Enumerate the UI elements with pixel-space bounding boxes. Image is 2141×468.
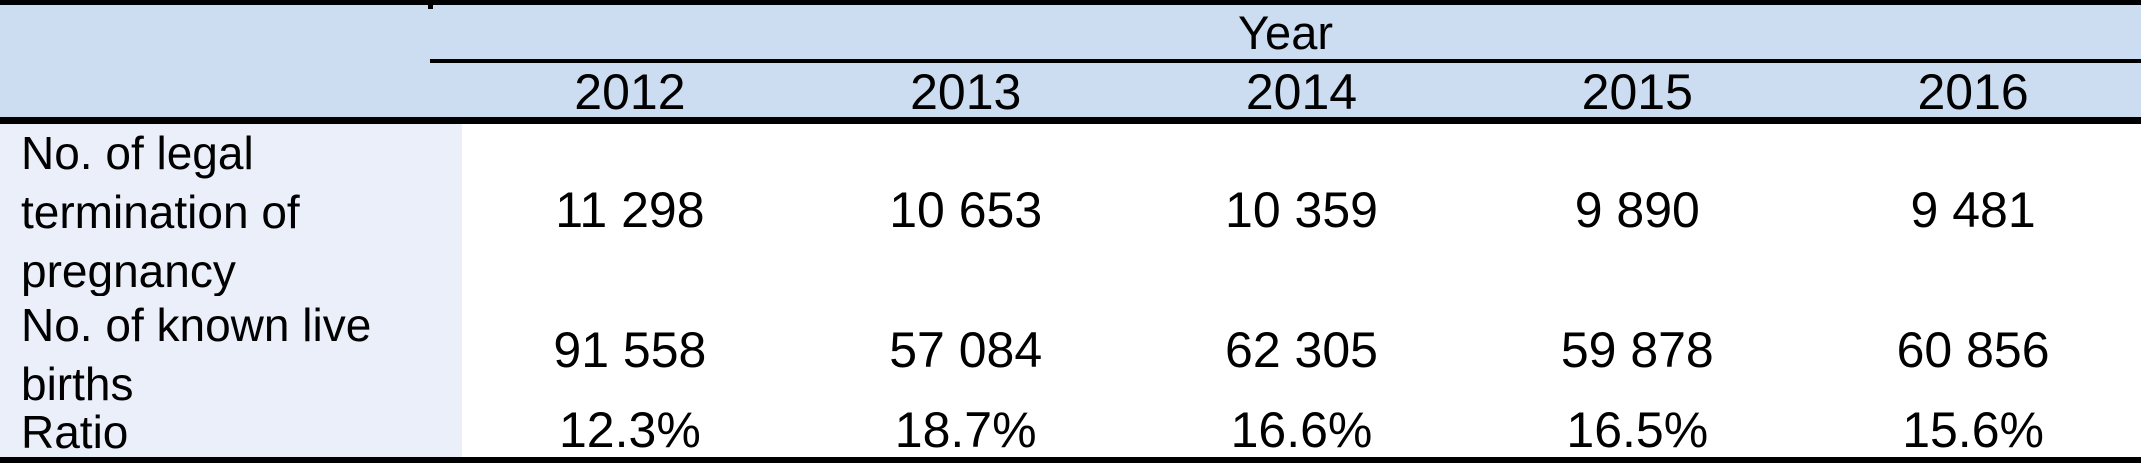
terminations-2013: 10 653 [797,124,1134,296]
row-label-spacer [0,63,462,121]
ratio-2013: 18.7% [797,402,1134,458]
ratio-2015: 16.5% [1469,402,1806,458]
row-label-live-births: No. of known live births [0,296,462,410]
live-births-2014: 62 305 [1133,296,1470,403]
year-columns-row: 2012 2013 2014 2015 2016 [0,63,2141,120]
column-header-2014: 2014 [1245,64,1358,120]
column-header-2016: 2016 [1917,64,2029,120]
terminations-2016: 9 481 [1805,124,2141,296]
live-births-2015: 59 878 [1469,296,1806,403]
year-header-underline [430,59,2141,63]
header-separator-rule [0,117,2141,124]
terminations-2015: 9 890 [1469,124,1806,296]
terminations-2012: 11 298 [462,124,798,296]
ratio-2012: 12.3% [462,402,798,458]
ratio-2016: 15.6% [1805,402,2141,458]
column-header-2013: 2013 [910,64,1022,120]
table-top-border [0,0,2141,5]
live-births-2012: 91 558 [462,296,798,403]
year-group-header: Year [1238,5,1333,59]
table-bottom-border [0,457,2141,463]
row-label-terminations: No. of legal termination of pregnancy [0,124,462,297]
column-header-2015: 2015 [1581,64,1693,120]
cell-boundary-tick [428,0,433,9]
live-births-2013: 57 084 [797,296,1134,403]
ratio-2014: 16.6% [1133,402,1470,458]
live-births-2016: 60 856 [1805,296,2141,403]
row-label-ratio: Ratio [0,403,462,458]
column-header-2012: 2012 [574,64,686,120]
terminations-2014: 10 359 [1133,124,1470,296]
table-body: No. of legal termination of pregnancy 11… [0,124,2141,458]
